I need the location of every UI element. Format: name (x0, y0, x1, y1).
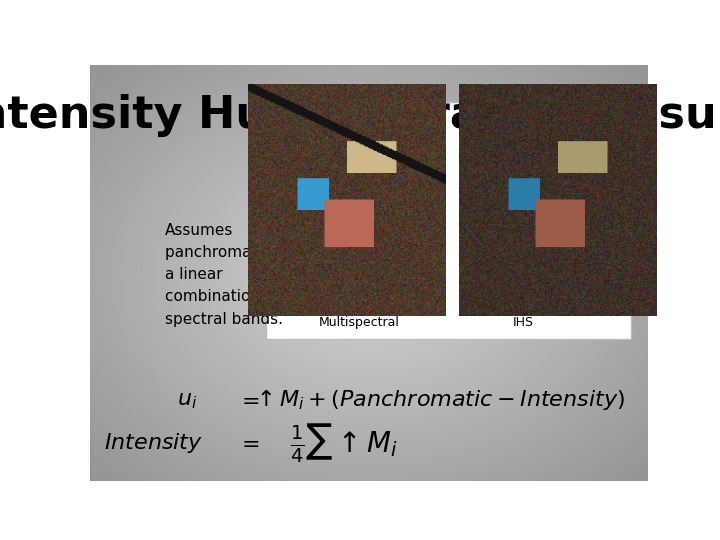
Text: IHS: IHS (513, 316, 534, 329)
Text: $u_i$: $u_i$ (178, 388, 198, 410)
Text: $=$: $=$ (237, 388, 259, 410)
Text: Assumes
panchromatic is
a linear
combination of
spectral bands.: Assumes panchromatic is a linear combina… (166, 223, 288, 327)
Text: Intensity Hue Saturation Results: Intensity Hue Saturation Results (0, 94, 720, 137)
Text: $=$: $=$ (237, 432, 259, 454)
Text: $Intensity$: $Intensity$ (104, 431, 202, 455)
Text: $\frac{1}{4} \sum \uparrow M_i$: $\frac{1}{4} \sum \uparrow M_i$ (290, 421, 397, 465)
FancyBboxPatch shape (266, 102, 631, 339)
Text: Multispectral: Multispectral (319, 316, 400, 329)
Text: $\uparrow M_i + (Panchromatic - Intensity)$: $\uparrow M_i + (Panchromatic - Intensit… (252, 387, 625, 412)
